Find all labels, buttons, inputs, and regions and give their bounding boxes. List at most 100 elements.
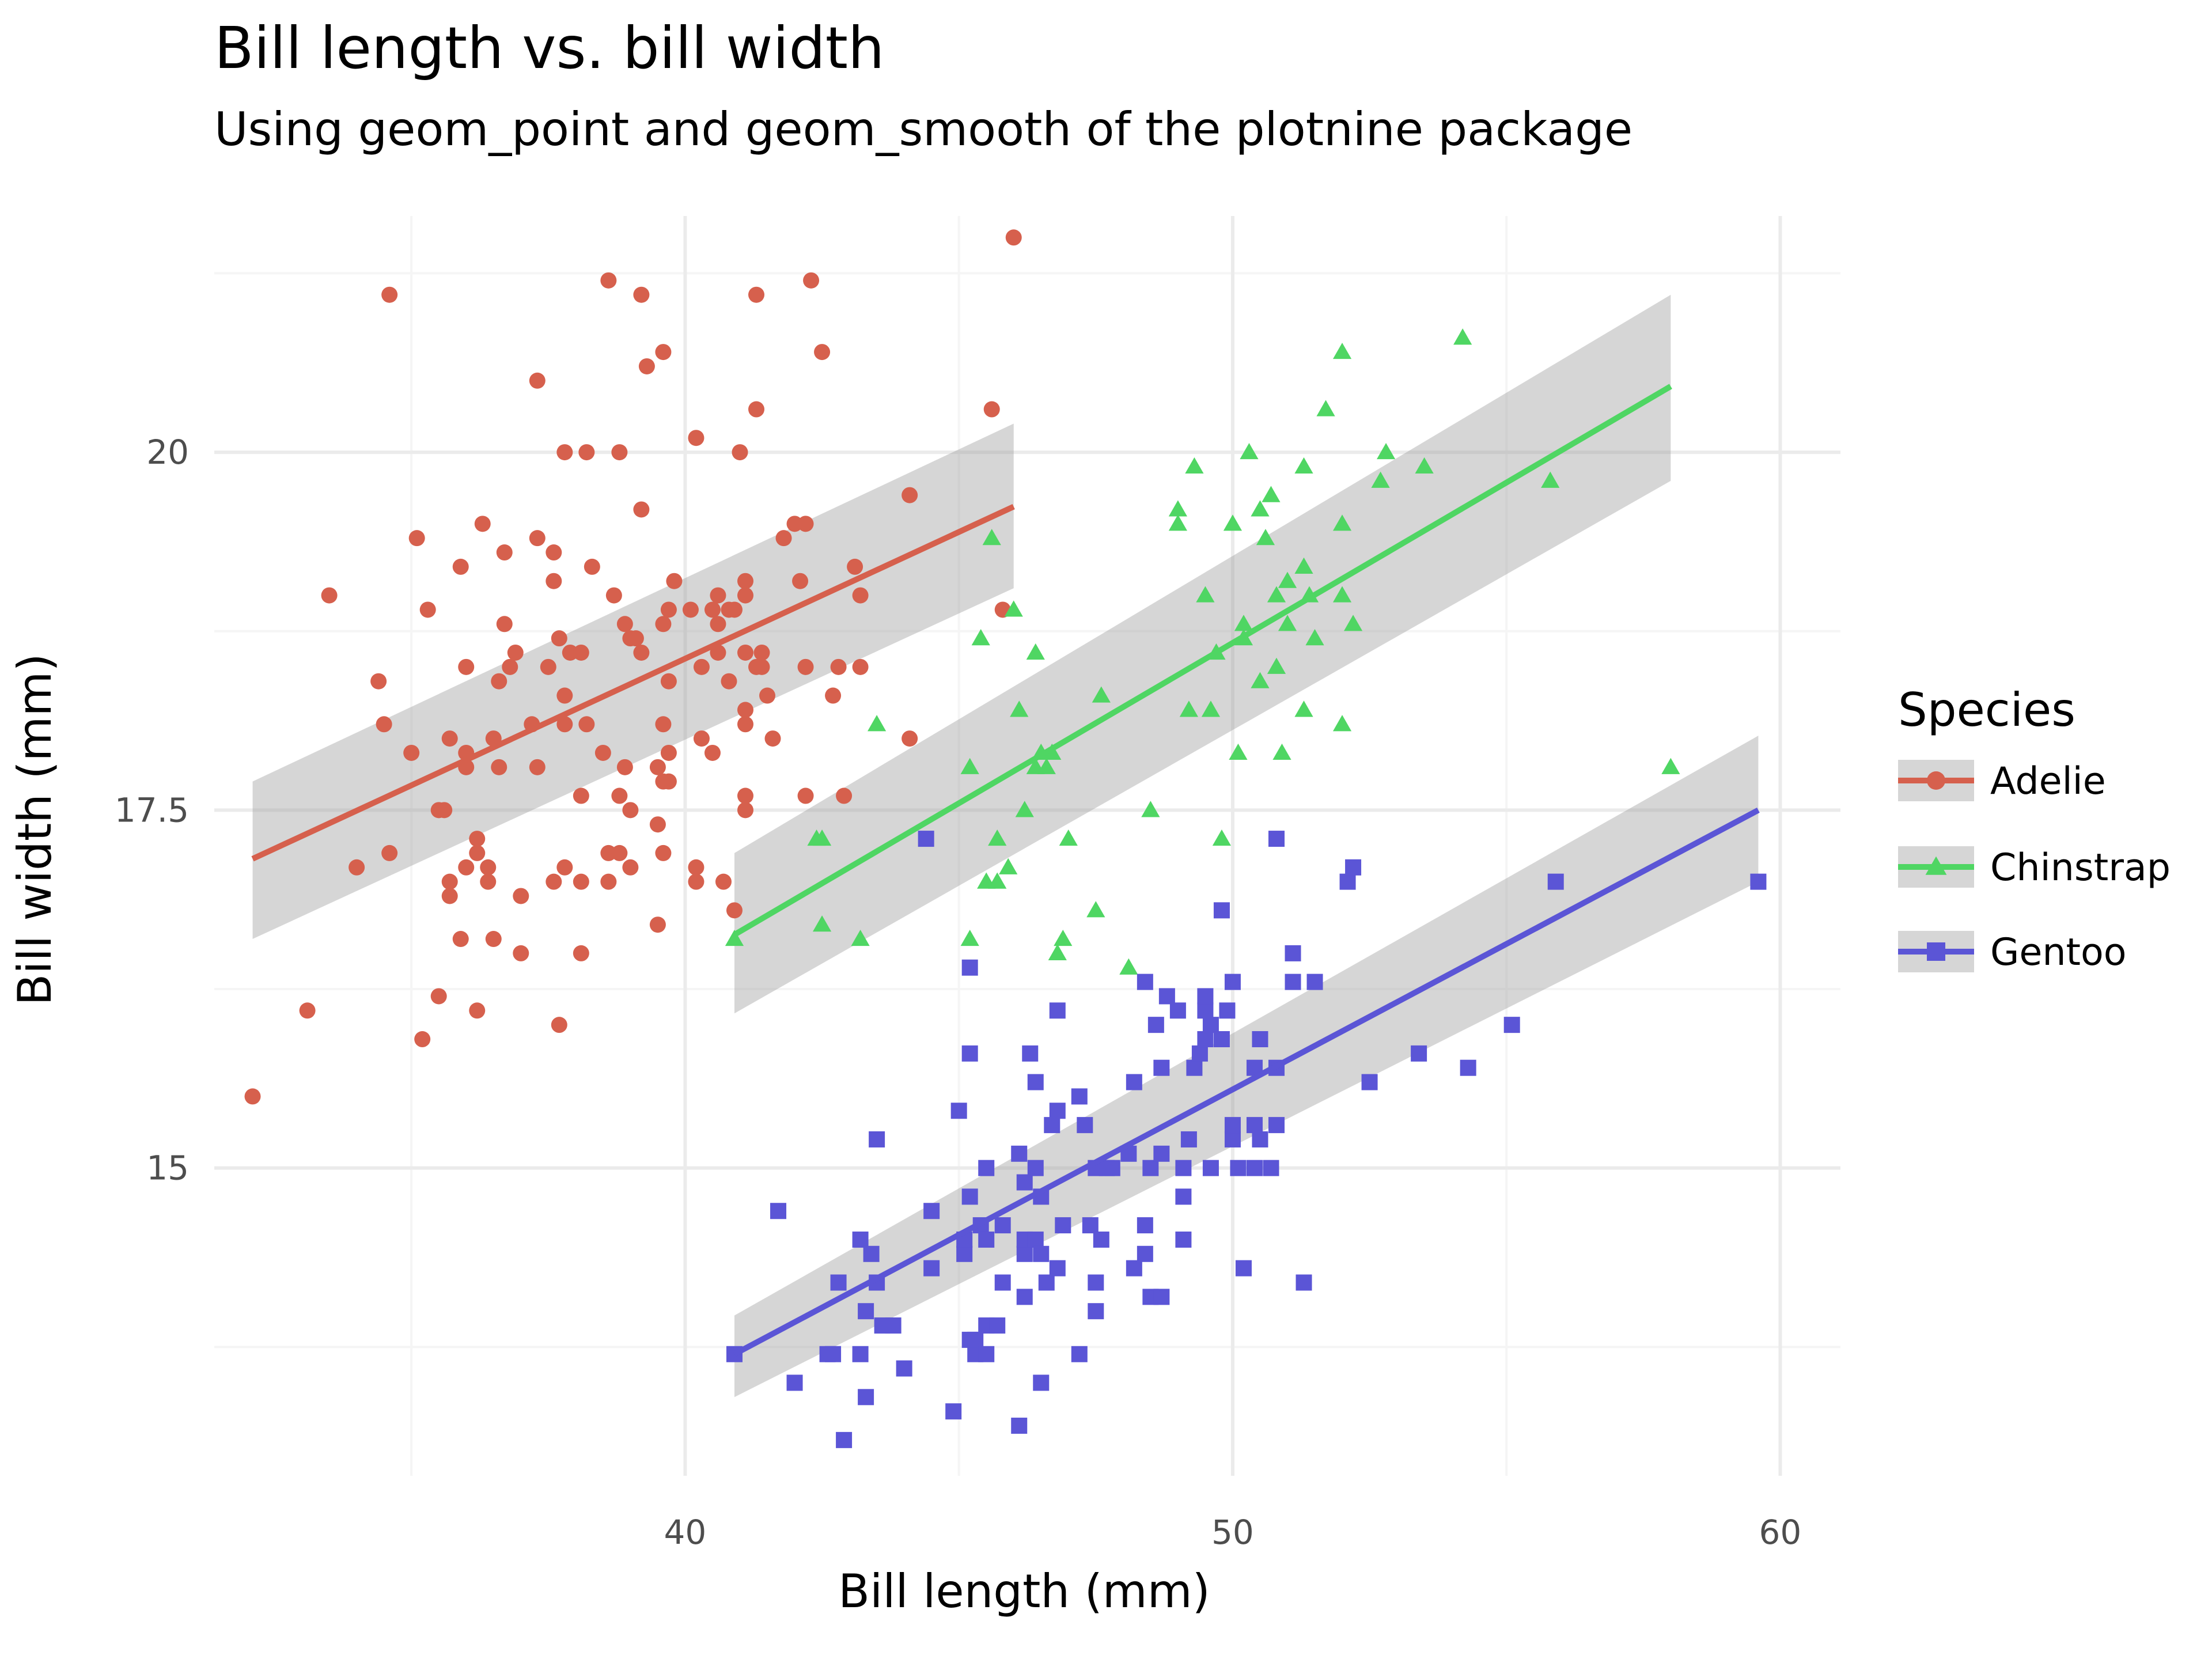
gentoo-point — [1246, 1117, 1263, 1134]
adelie-point — [688, 873, 704, 890]
adelie-point — [529, 530, 546, 547]
adelie-point — [419, 601, 436, 618]
gentoo-point — [1191, 1045, 1208, 1062]
chinstrap-point — [1054, 929, 1073, 946]
chinstrap-point — [988, 872, 1007, 889]
gentoo-point — [825, 1346, 842, 1362]
adelie-point — [775, 530, 792, 547]
adelie-point — [491, 673, 507, 690]
chinstrap-point — [725, 929, 744, 946]
gentoo-point — [1213, 902, 1230, 919]
adelie-point — [529, 759, 546, 775]
chinstrap-point — [1267, 586, 1286, 603]
chinstrap-point — [1010, 700, 1029, 717]
gentoo-point — [1175, 1231, 1192, 1248]
adelie-point — [430, 988, 447, 1005]
adelie-point — [546, 544, 562, 561]
adelie-point — [633, 286, 650, 303]
gentoo-point — [1285, 974, 1301, 990]
gridlines — [214, 216, 1840, 1476]
adelie-point — [726, 601, 743, 618]
adelie-point — [737, 802, 753, 819]
adelie-point — [469, 831, 486, 847]
adelie-point — [655, 616, 672, 632]
adelie-point — [726, 902, 743, 919]
gentoo-point — [1033, 1245, 1050, 1262]
gentoo-point — [1219, 1002, 1236, 1019]
gentoo-point — [1153, 1059, 1170, 1076]
adelie-point — [551, 630, 567, 647]
gentoo-point — [989, 1317, 1006, 1334]
adelie-point — [611, 844, 628, 861]
adelie-point — [616, 616, 633, 632]
adelie-point — [693, 730, 710, 747]
gentoo-point — [1202, 1017, 1219, 1033]
gentoo-point — [1033, 1374, 1050, 1391]
adelie-point — [556, 687, 573, 704]
gentoo-point — [1011, 1145, 1028, 1162]
adelie-point — [737, 587, 753, 604]
adelie-point — [441, 730, 458, 747]
adelie-point — [573, 873, 589, 890]
gentoo-point — [1022, 1045, 1039, 1062]
adelie-point — [660, 601, 677, 618]
adelie-point — [633, 501, 650, 518]
adelie-point — [573, 644, 589, 661]
gentoo-point — [918, 831, 934, 847]
chinstrap-point — [1453, 328, 1472, 345]
adelie-point — [649, 816, 666, 833]
gentoo-point — [1252, 1031, 1268, 1048]
y-axis-title: Bill width (mm) — [8, 653, 62, 1005]
gentoo-point — [1049, 1002, 1066, 1019]
gentoo-point — [786, 1374, 803, 1391]
adelie-point — [244, 1088, 261, 1105]
legend-label-gentoo: Gentoo — [1990, 931, 2127, 974]
gentoo-point — [1197, 1031, 1214, 1048]
chinstrap-point — [1332, 342, 1352, 359]
gentoo-point — [961, 1045, 978, 1062]
trend-lines — [251, 384, 1760, 1357]
gentoo-point — [1055, 1217, 1071, 1234]
adelie-point — [704, 601, 721, 618]
adelie-point — [513, 888, 529, 904]
adelie-point — [748, 286, 764, 303]
adelie-point — [349, 859, 365, 876]
adelie-point — [737, 716, 753, 733]
chinstrap-point — [1015, 801, 1034, 817]
chinstrap-point — [868, 715, 887, 732]
adelie-point — [797, 658, 814, 675]
adelie-point — [414, 1031, 431, 1048]
chinstrap-point — [1141, 801, 1160, 817]
gentoo-point — [1147, 1017, 1164, 1033]
adelie-point — [441, 888, 458, 904]
chinstrap-point — [1294, 557, 1313, 574]
gentoo-point — [1071, 1346, 1088, 1362]
gentoo-point — [1126, 1260, 1142, 1277]
gentoo-point — [1016, 1174, 1033, 1191]
gentoo-point — [869, 1131, 885, 1147]
x-tick-label: 50 — [1211, 1513, 1254, 1552]
chinstrap-point — [1092, 686, 1111, 703]
gentoo-point — [1158, 988, 1175, 1005]
gentoo-point — [1137, 1217, 1153, 1234]
gentoo-point — [863, 1245, 880, 1262]
chinstrap-point — [988, 829, 1007, 846]
chinstrap-point — [1223, 514, 1243, 531]
adelie-point — [381, 286, 398, 303]
adelie-point — [469, 844, 486, 861]
legend-label-chinstrap: Chinstrap — [1990, 846, 2171, 889]
chinstrap-point — [1048, 944, 1067, 960]
adelie-point — [1005, 229, 1022, 246]
legend-item-chinstrap: Chinstrap — [1898, 846, 2171, 889]
chinstrap-point — [1086, 901, 1105, 918]
adelie-point — [660, 744, 677, 761]
gentoo-point — [1306, 974, 1323, 990]
adelie-point — [797, 787, 814, 804]
gentoo-point — [852, 1346, 869, 1362]
axis-ticks: 40 50 60 15 17.5 20 — [115, 433, 1801, 1552]
gentoo-point — [1093, 1231, 1109, 1248]
x-axis-title: Bill length (mm) — [838, 1565, 1210, 1618]
gentoo-point — [830, 1274, 847, 1291]
chinstrap-point — [1294, 457, 1313, 474]
gentoo-point — [1252, 1131, 1268, 1147]
